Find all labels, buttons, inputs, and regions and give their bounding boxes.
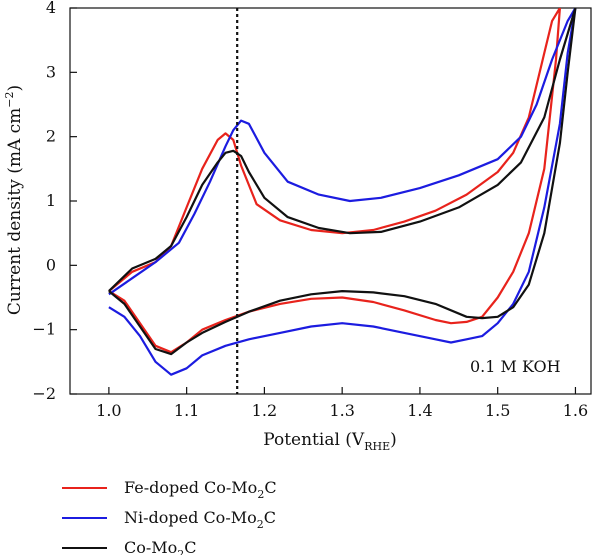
y-tick-label: −2 bbox=[32, 384, 56, 403]
series-line-3 bbox=[108, 8, 577, 356]
x-tick-label: 1.1 bbox=[174, 401, 199, 420]
x-tick-label: 1.2 bbox=[252, 401, 277, 420]
legend-label-2: Ni-doped Co-Mo2C bbox=[124, 508, 276, 531]
electrolyte-annotation: 0.1 M KOH bbox=[470, 357, 561, 376]
legend: Fe-doped Co-Mo2C Ni-doped Co-Mo2C Co-Mo2C bbox=[62, 478, 277, 555]
y-tick-label: 2 bbox=[46, 127, 56, 146]
series-line-2 bbox=[108, 8, 577, 376]
x-tick-label: 1.3 bbox=[329, 401, 354, 420]
x-axis: 1.0 1.1 1.2 1.3 1.4 1.5 1.6 bbox=[96, 387, 588, 420]
x-axis-title-subscript: RHE bbox=[364, 440, 390, 453]
y-tick-label: −1 bbox=[32, 320, 56, 339]
series-line-1 bbox=[108, 8, 561, 354]
x-tick-label: 1.5 bbox=[485, 401, 510, 420]
y-tick-label: 0 bbox=[46, 255, 56, 274]
series-layer bbox=[108, 8, 577, 376]
x-tick-label: 1.6 bbox=[563, 401, 588, 420]
legend-label-1: Fe-doped Co-Mo2C bbox=[124, 478, 277, 501]
y-tick-label: 4 bbox=[46, 0, 56, 17]
y-axis-title-superscript: −2 bbox=[3, 92, 16, 108]
x-tick-label: 1.0 bbox=[96, 401, 121, 420]
x-tick-label: 1.4 bbox=[407, 401, 432, 420]
legend-label-3: Co-Mo2C bbox=[124, 538, 197, 555]
y-tick-label: 1 bbox=[46, 191, 56, 210]
y-axis: −2 −1 0 1 2 3 4 bbox=[32, 0, 77, 403]
x-axis-title: Potential (VRHE) bbox=[263, 430, 397, 453]
y-axis-title: Current density (mA cm−2) bbox=[3, 85, 25, 315]
y-tick-label: 3 bbox=[46, 62, 56, 81]
